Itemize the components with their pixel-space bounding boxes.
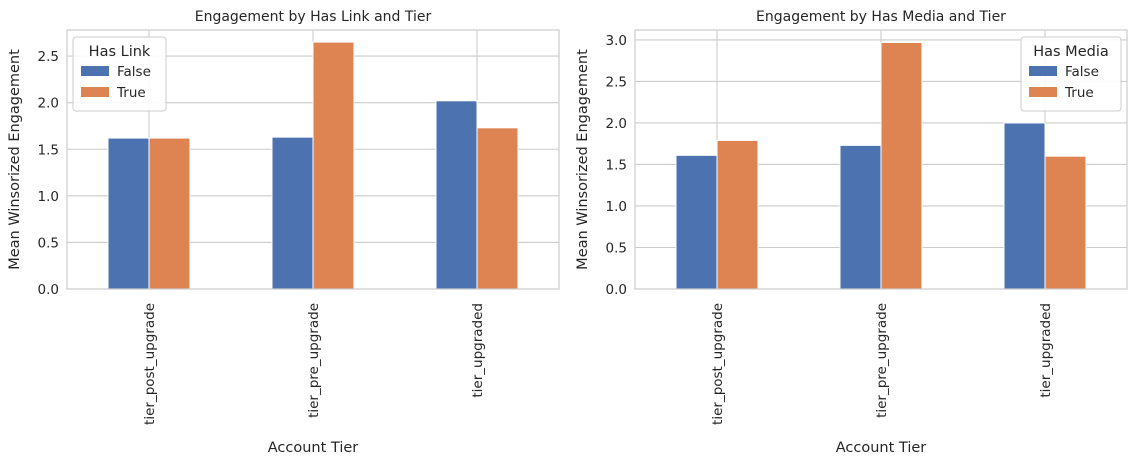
y-tick-label: 0.5 bbox=[38, 235, 59, 251]
legend-label-false: False bbox=[1065, 64, 1099, 80]
bar-true-tier_post_upgrade bbox=[148, 137, 191, 290]
legend-label-true: True bbox=[1064, 85, 1094, 101]
legend-swatch-false bbox=[81, 66, 109, 76]
bar-false-tier_pre_upgrade bbox=[271, 136, 314, 290]
legend-swatch-false bbox=[1029, 66, 1057, 76]
legend: Has Link False True bbox=[72, 36, 167, 112]
y-tick-label: 0.5 bbox=[606, 240, 627, 256]
x-tick-label: tier_post_upgrade bbox=[710, 303, 726, 425]
chart-panel-has-media: 0.0 0.5 1.0 1.5 2.0 2.5 3.0 tier_post_upgrade ti… bbox=[575, 9, 1128, 456]
legend-title: Has Link bbox=[89, 44, 151, 60]
bar-false-tier_upgraded bbox=[1003, 122, 1046, 290]
bar-true-tier_upgraded bbox=[1044, 155, 1087, 290]
legend-swatch-true bbox=[81, 87, 109, 97]
bar-false-tier_pre_upgrade bbox=[839, 144, 882, 290]
legend-swatch-true bbox=[1029, 87, 1057, 97]
y-tick-label: 2.0 bbox=[606, 116, 627, 132]
x-tick-label: tier_pre_upgrade bbox=[306, 303, 322, 418]
chart-title: Engagement by Has Media and Tier bbox=[756, 9, 1006, 25]
legend-label-true: True bbox=[116, 85, 146, 101]
x-axis-label: Account Tier bbox=[836, 440, 927, 456]
y-tick-label: 0.0 bbox=[606, 282, 627, 298]
y-tick-label: 1.5 bbox=[38, 142, 59, 158]
legend: Has Media False True bbox=[1020, 36, 1122, 112]
y-axis-label: Mean Winsorized Engagement bbox=[7, 49, 23, 270]
bar-true-tier_upgraded bbox=[476, 127, 519, 290]
y-tick-label: 3.0 bbox=[606, 33, 627, 49]
y-tick-label: 0.0 bbox=[38, 282, 59, 298]
legend-label-false: False bbox=[117, 64, 151, 80]
bar-true-tier_post_upgrade bbox=[716, 139, 759, 290]
x-tick-label: tier_upgraded bbox=[1038, 303, 1054, 398]
bar-true-tier_pre_upgrade bbox=[880, 41, 923, 290]
y-tick-label: 2.0 bbox=[38, 96, 59, 112]
x-tick-label: tier_post_upgrade bbox=[142, 303, 158, 425]
chart-panel-has-link: 0.0 0.5 1.0 1.5 2.0 2.5 tier_post_upgrade tier_… bbox=[7, 9, 560, 456]
y-tick-label: 2.5 bbox=[606, 74, 627, 90]
x-axis-label: Account Tier bbox=[268, 440, 359, 456]
y-axis-label: Mean Winsorized Engagement bbox=[575, 49, 591, 270]
y-tick-label: 2.5 bbox=[38, 49, 59, 65]
y-tick-label: 1.0 bbox=[606, 199, 627, 215]
bar-false-tier_post_upgrade bbox=[107, 137, 150, 290]
y-tick-label: 1.5 bbox=[606, 157, 627, 173]
x-tick-label: tier_upgraded bbox=[470, 303, 486, 398]
x-tick-label: tier_pre_upgrade bbox=[874, 303, 890, 418]
y-tick-label: 1.0 bbox=[38, 189, 59, 205]
bar-false-tier_post_upgrade bbox=[675, 154, 718, 290]
legend-title: Has Media bbox=[1033, 44, 1109, 60]
chart-title: Engagement by Has Link and Tier bbox=[195, 9, 432, 25]
axes-frame bbox=[66, 29, 560, 290]
axes-frame bbox=[634, 29, 1128, 290]
bar-false-tier_upgraded bbox=[435, 100, 478, 290]
bar-true-tier_pre_upgrade bbox=[312, 41, 355, 290]
